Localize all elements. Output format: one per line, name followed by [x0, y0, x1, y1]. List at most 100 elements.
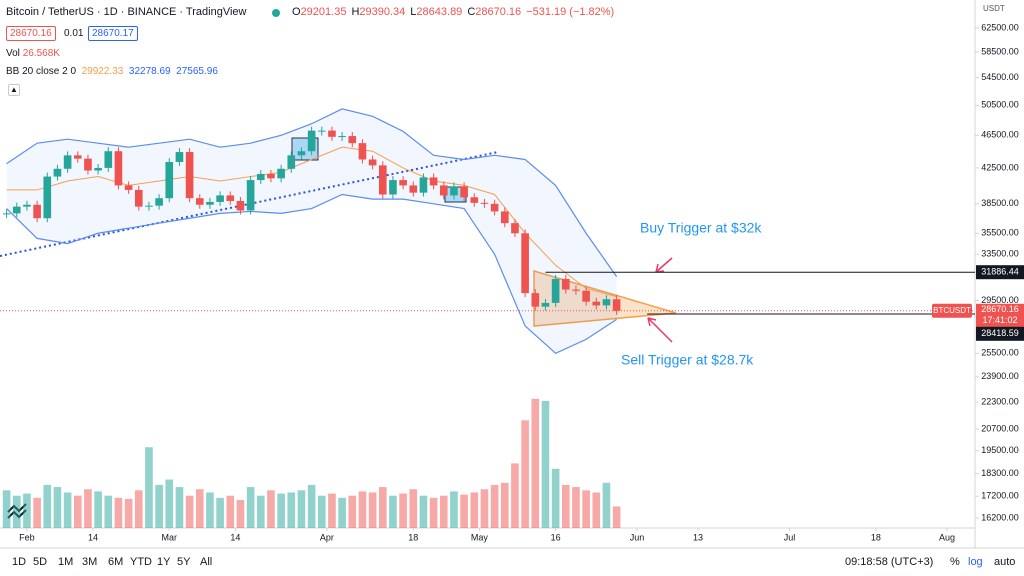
- candle-body: [124, 185, 133, 190]
- ohlc-key: C: [467, 6, 476, 18]
- candle-body: [602, 299, 611, 306]
- volume-bar: [287, 492, 296, 528]
- range-button[interactable]: 1D: [12, 556, 27, 568]
- last-price-tag: [976, 303, 1024, 328]
- bb-lower: 27565.96: [176, 66, 218, 77]
- collapse-button[interactable]: ▲: [8, 84, 20, 96]
- y-tick-label: 46500.00: [981, 130, 1019, 140]
- ohlc-value: 28670.16: [475, 6, 522, 18]
- x-tick-label: Mar: [162, 532, 178, 542]
- volume-bar: [236, 500, 245, 528]
- volume-bar: [12, 495, 21, 528]
- volume-bar: [460, 494, 468, 528]
- y-tick-label: 18300.00: [981, 468, 1019, 478]
- y-tick-label: 22300.00: [981, 396, 1019, 406]
- x-tick-label: 18: [871, 532, 881, 542]
- market-status: [272, 9, 280, 17]
- volume-bar: [358, 491, 367, 528]
- candle-body: [541, 302, 550, 307]
- sell-button[interactable]: 28670.16: [6, 26, 56, 41]
- bb-label: BB 20 close 2 0: [6, 66, 77, 77]
- ohlc-change: −531.19 (−1.82%): [526, 6, 615, 18]
- candle-body: [246, 180, 255, 211]
- y-tick-label: 33500.00: [981, 249, 1019, 259]
- candle-body: [470, 197, 479, 203]
- y-tick-label: 17200.00: [981, 491, 1019, 501]
- percent-toggle[interactable]: %: [950, 556, 960, 568]
- y-tick-label: 38500.00: [981, 198, 1019, 208]
- y-tick-label: 50500.00: [981, 100, 1019, 110]
- candle-body: [287, 155, 296, 169]
- volume-legend: Vol 26.568K: [6, 48, 60, 59]
- y-tick-label: 29500.00: [981, 295, 1019, 305]
- sell-level-label: 28418.59: [981, 328, 1019, 338]
- buy-button[interactable]: 28670.17: [88, 26, 138, 41]
- volume-bar: [307, 484, 316, 528]
- y-tick-label: 20700.00: [981, 423, 1019, 433]
- y-tick-label: 23900.00: [981, 371, 1019, 381]
- volume-bar: [216, 497, 224, 528]
- volume-bar: [63, 492, 72, 528]
- candle-body: [439, 185, 448, 196]
- candle-body: [572, 289, 580, 291]
- log-toggle[interactable]: log: [968, 556, 983, 568]
- x-tick-label: 14: [88, 532, 98, 542]
- auto-toggle[interactable]: auto: [994, 556, 1016, 568]
- symbol-title[interactable]: Bitcoin / TetherUS · 1D · BINANCE · Trad…: [6, 6, 247, 18]
- x-tick-label: Feb: [19, 532, 35, 542]
- candle-body: [419, 177, 428, 193]
- volume-bar: [124, 498, 133, 528]
- range-button[interactable]: All: [200, 556, 213, 568]
- bb-basis: 29922.33: [81, 66, 124, 77]
- candle-body: [216, 195, 224, 202]
- range-button[interactable]: 5Y: [177, 556, 191, 568]
- candle-body: [582, 290, 590, 302]
- range-button[interactable]: 3M: [82, 556, 98, 568]
- spread: 0.01: [64, 28, 84, 39]
- volume-bar: [419, 495, 428, 528]
- range-button[interactable]: 1M: [58, 556, 74, 568]
- range-button[interactable]: YTD: [130, 556, 152, 568]
- range-button[interactable]: 1Y: [157, 556, 171, 568]
- volume-bar: [73, 495, 82, 528]
- range-button[interactable]: 6M: [108, 556, 124, 568]
- candle-body: [33, 204, 41, 219]
- candle-body: [53, 168, 62, 177]
- candle-body: [592, 301, 601, 306]
- candle-body: [155, 198, 163, 206]
- y-tick-label: 35500.00: [981, 228, 1019, 238]
- x-tick-label: 14: [230, 532, 240, 542]
- buy-level-label: 31886.44: [981, 267, 1019, 277]
- candle-body: [409, 185, 418, 193]
- volume-bar: [165, 479, 174, 528]
- volume-bar: [256, 495, 265, 528]
- sell-level-tag: [976, 326, 1024, 341]
- volume-bar: [145, 447, 153, 528]
- candle-body: [73, 155, 82, 159]
- candle-body: [500, 211, 509, 224]
- candle-body: [63, 155, 72, 169]
- range-button[interactable]: 5D: [33, 556, 48, 568]
- x-tick-label: Jul: [784, 532, 796, 542]
- volume-bar: [470, 492, 479, 528]
- band-upper: [6, 108, 618, 277]
- candle-body: [114, 151, 123, 186]
- volume-bar: [511, 463, 519, 528]
- candle-body: [206, 201, 214, 205]
- candle-body: [480, 202, 489, 204]
- volume-bar: [439, 495, 448, 528]
- volume-bar: [338, 497, 346, 528]
- volume-bar: [317, 495, 326, 528]
- volume-bar: [175, 487, 184, 528]
- volume-bar: [226, 495, 235, 528]
- volume-bar: [572, 487, 580, 528]
- volume-bar: [134, 490, 143, 528]
- candle-body: [256, 173, 265, 181]
- symbol-tag: [932, 303, 972, 318]
- candle-body: [561, 278, 570, 290]
- candle-body: [338, 136, 346, 138]
- x-tick-label: Aug: [939, 532, 955, 542]
- volume-bar: [500, 482, 509, 528]
